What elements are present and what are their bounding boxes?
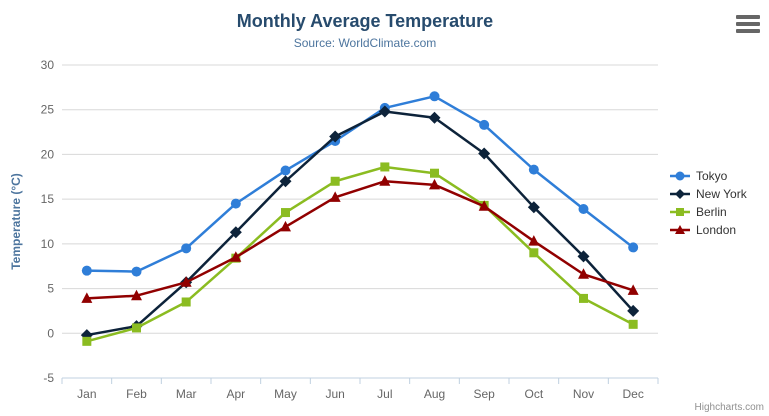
marker-circle-tokyo[interactable] xyxy=(280,165,291,176)
marker-square-berlin[interactable] xyxy=(380,162,390,172)
legend-item-tokyo[interactable]: Tokyo xyxy=(669,167,747,185)
marker-square-berlin[interactable] xyxy=(181,297,191,307)
marker-triangle-london[interactable] xyxy=(578,268,589,279)
legend-label-new-york: New York xyxy=(696,187,747,201)
marker-circle-tokyo[interactable] xyxy=(528,164,539,175)
marker-circle-tokyo[interactable] xyxy=(429,91,440,102)
marker-triangle-london[interactable] xyxy=(230,251,242,262)
marker-square-berlin[interactable] xyxy=(132,323,141,333)
x-axis-tick-label: Nov xyxy=(573,387,594,401)
x-axis-tick-label: Jun xyxy=(325,387,344,401)
marker-square-berlin[interactable] xyxy=(330,176,340,186)
legend-item-london[interactable]: London xyxy=(669,221,747,239)
y-axis-tick-label: 25 xyxy=(41,103,55,117)
x-axis-tick-label: Aug xyxy=(424,387,445,401)
credits-link[interactable]: Highcharts.com xyxy=(694,402,764,413)
legend-marker-tokyo xyxy=(670,171,690,181)
y-axis-tick-label: 15 xyxy=(41,192,55,206)
marker-triangle-london[interactable] xyxy=(627,284,639,295)
marker-circle-tokyo[interactable] xyxy=(131,266,142,277)
y-axis-title: Temperature (°C) xyxy=(9,173,23,270)
marker-diamond-new-york[interactable] xyxy=(527,201,540,214)
marker-triangle-london[interactable] xyxy=(379,175,391,186)
marker-circle-tokyo[interactable] xyxy=(181,243,192,254)
legend-label-berlin: Berlin xyxy=(696,205,727,219)
marker-diamond-new-york[interactable] xyxy=(229,226,242,239)
x-axis-tick-label: Oct xyxy=(524,387,543,401)
marker-diamond-new-york[interactable] xyxy=(329,130,342,143)
x-axis-tick-label: Apr xyxy=(226,387,245,401)
series-line-berlin[interactable] xyxy=(85,165,635,343)
series-line-new-york[interactable] xyxy=(85,110,635,337)
marker-triangle-london[interactable] xyxy=(131,289,142,301)
marker-diamond-new-york[interactable] xyxy=(279,175,292,188)
series-line-tokyo[interactable] xyxy=(85,95,635,273)
legend-item-berlin[interactable]: Berlin xyxy=(669,203,747,221)
legend-label-tokyo: Tokyo xyxy=(696,169,728,183)
chart-title: Monthly Average Temperature xyxy=(236,11,494,31)
marker-triangle-london[interactable] xyxy=(478,200,490,211)
series-line-london[interactable] xyxy=(85,180,635,300)
x-axis-tick-label: Mar xyxy=(176,387,197,401)
y-axis-tick-label: -5 xyxy=(43,371,54,385)
x-axis-tick-label: Dec xyxy=(622,387,643,401)
marker-triangle-london[interactable] xyxy=(81,292,93,303)
hamburger-menu-icon[interactable] xyxy=(736,15,760,33)
marker-circle-tokyo[interactable] xyxy=(81,265,92,276)
hamburger-bar xyxy=(736,15,760,19)
marker-diamond-new-york[interactable] xyxy=(478,147,491,160)
y-axis-tick-label: 20 xyxy=(41,147,55,161)
legend-marker-berlin xyxy=(670,208,690,216)
y-axis-tick-label: 5 xyxy=(47,282,54,296)
marker-diamond-new-york[interactable] xyxy=(378,105,391,118)
y-axis-tick-label: 10 xyxy=(41,237,55,251)
chart-subtitle: Source: WorldClimate.com xyxy=(293,36,437,50)
marker-triangle-london[interactable] xyxy=(280,220,291,232)
legend: Tokyo New York Berlin London xyxy=(669,167,747,239)
y-axis-tick-label: 30 xyxy=(41,58,55,72)
x-axis-tick-label: Sep xyxy=(473,387,495,401)
marker-square-berlin[interactable] xyxy=(281,208,290,218)
marker-diamond-new-york[interactable] xyxy=(428,111,441,124)
x-axis-tick-label: Jul xyxy=(377,387,392,401)
marker-circle-tokyo[interactable] xyxy=(578,203,589,214)
hamburger-bar xyxy=(736,22,760,26)
marker-circle-tokyo[interactable] xyxy=(479,119,490,130)
hamburger-bar xyxy=(736,29,760,33)
legend-label-london: London xyxy=(696,223,737,237)
marker-triangle-london[interactable] xyxy=(429,178,440,190)
legend-marker-new-york xyxy=(670,189,690,199)
marker-square-berlin[interactable] xyxy=(628,319,638,329)
marker-triangle-london[interactable] xyxy=(528,235,540,246)
marker-square-berlin[interactable] xyxy=(82,336,92,346)
legend-marker-london xyxy=(670,225,690,234)
marker-triangle-london[interactable] xyxy=(329,191,341,202)
marker-square-berlin[interactable] xyxy=(529,248,539,258)
y-axis-tick-label: 0 xyxy=(47,326,54,340)
marker-diamond-new-york[interactable] xyxy=(577,250,590,263)
legend-item-new-york[interactable]: New York xyxy=(669,185,747,203)
marker-diamond-new-york[interactable] xyxy=(627,304,640,317)
marker-square-berlin[interactable] xyxy=(430,168,439,178)
x-axis-tick-label: Jan xyxy=(77,387,96,401)
x-axis-tick-label: May xyxy=(274,387,297,401)
marker-circle-tokyo[interactable] xyxy=(230,198,241,209)
marker-square-berlin[interactable] xyxy=(579,293,588,303)
x-axis-tick-label: Feb xyxy=(126,387,147,401)
marker-triangle-london[interactable] xyxy=(180,276,192,287)
marker-circle-tokyo[interactable] xyxy=(628,242,639,253)
